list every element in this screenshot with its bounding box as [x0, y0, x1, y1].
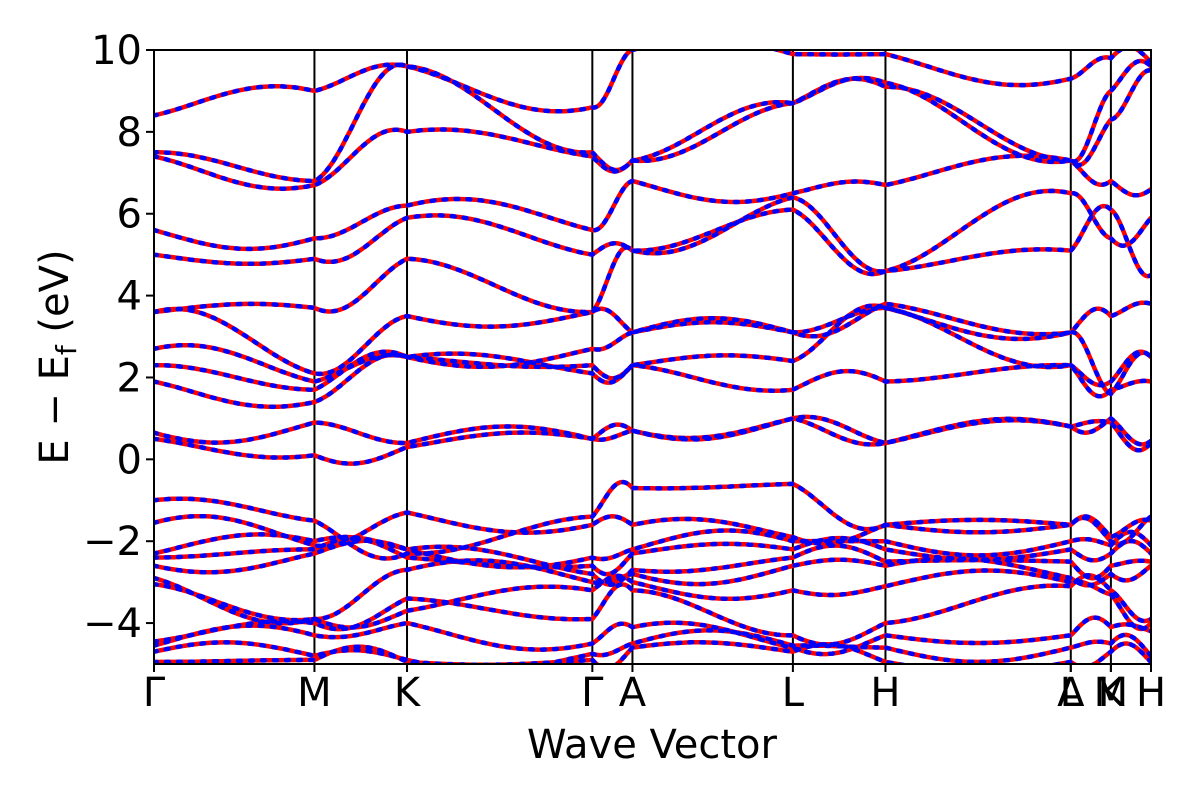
band-line-blue	[154, 538, 1151, 587]
band-line-blue	[154, 479, 1151, 561]
band-line-blue	[154, 510, 1151, 549]
x-ticks: Γ M K Γ A L H AL MK H	[143, 664, 1166, 716]
y-tick-label: 6	[117, 192, 142, 238]
band-line-blue	[154, 556, 1151, 626]
x-tick-label: A	[619, 670, 647, 716]
y-tick-label: 0	[117, 437, 142, 483]
x-tick-label: L	[1060, 670, 1083, 716]
y-tick-label: −4	[83, 601, 142, 647]
x-tick-label: M	[297, 670, 332, 716]
y-ticks: −4 −2 0 2 4 6 8 10	[83, 28, 154, 647]
y-axis-title-subscript: f	[50, 344, 83, 355]
x-tick-label: K	[394, 670, 422, 716]
band-line-blue	[154, 416, 1151, 466]
band-line-blue	[154, 50, 1151, 118]
band-line-blue	[154, 615, 1151, 657]
band-line-blue	[154, 153, 1151, 252]
y-tick-label: −2	[83, 519, 142, 565]
band-line-blue	[154, 628, 1151, 664]
band-line-blue	[154, 528, 1151, 570]
band-line-red	[154, 58, 1151, 184]
bands-blue	[154, 50, 1151, 664]
band-line-red	[154, 573, 1151, 647]
y-axis-title: E − Ef (eV)	[32, 249, 83, 464]
band-line-blue	[154, 68, 1151, 191]
y-axis-title-main: E − E	[32, 355, 78, 465]
band-line-blue	[154, 58, 1151, 184]
x-axis-title: Wave Vector	[527, 722, 778, 768]
y-axis-title-unit: (eV)	[32, 249, 78, 345]
x-tick-label: H	[1136, 670, 1166, 716]
band-line-blue	[154, 305, 1151, 397]
y-tick-label: 10	[91, 28, 142, 74]
x-tick-label: Γ	[581, 670, 604, 716]
x-tick-label: Γ	[143, 670, 166, 716]
band-line-blue	[154, 188, 1151, 274]
band-line-blue	[154, 203, 1151, 315]
band-line-blue	[154, 303, 1151, 392]
x-tick-label: K	[1098, 670, 1126, 716]
x-tick-label: M	[1094, 670, 1129, 716]
x-tick-label: L	[782, 670, 805, 716]
band-line-blue	[154, 640, 1151, 664]
y-tick-label: 2	[117, 355, 142, 401]
band-line-blue	[154, 300, 1151, 377]
x-tick-label: A	[1057, 670, 1085, 716]
band-line-blue	[154, 535, 1151, 577]
y-tick-label: 8	[117, 110, 142, 156]
band-line-blue	[154, 351, 1151, 409]
x-tick-label: H	[870, 670, 900, 716]
y-tick-label: 4	[117, 274, 142, 320]
band-line-red	[154, 188, 1151, 274]
plot-frame	[153, 49, 1152, 665]
band-line-blue	[154, 414, 1151, 447]
